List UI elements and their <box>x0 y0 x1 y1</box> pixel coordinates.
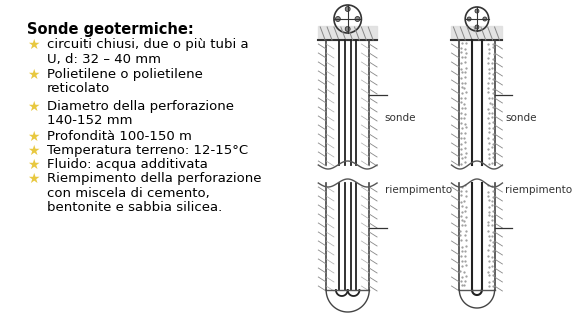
Text: Profondità 100-150 m: Profondità 100-150 m <box>47 130 192 143</box>
Text: ★: ★ <box>28 158 40 172</box>
Circle shape <box>483 17 487 21</box>
Text: bentonite e sabbia silicea.: bentonite e sabbia silicea. <box>47 201 222 214</box>
Text: Temperatura terreno: 12-15°C: Temperatura terreno: 12-15°C <box>47 144 248 157</box>
Circle shape <box>475 25 479 29</box>
Text: sonde: sonde <box>385 113 416 123</box>
Circle shape <box>475 9 479 13</box>
Text: sonde: sonde <box>505 113 537 123</box>
Text: riempimento: riempimento <box>385 185 452 195</box>
Text: con miscela di cemento,: con miscela di cemento, <box>47 187 210 199</box>
Text: Fluido: acqua additivata: Fluido: acqua additivata <box>47 158 208 171</box>
Text: riempimento: riempimento <box>505 185 572 195</box>
Text: ★: ★ <box>28 100 40 114</box>
Text: Sonde geotermiche:: Sonde geotermiche: <box>28 22 194 37</box>
Circle shape <box>335 17 340 21</box>
Circle shape <box>355 17 360 21</box>
Text: ★: ★ <box>28 130 40 144</box>
Text: ★: ★ <box>28 144 40 158</box>
Text: reticolato: reticolato <box>47 83 110 95</box>
Text: Diametro della perforazione: Diametro della perforazione <box>47 100 234 113</box>
Text: Riempimento della perforazione: Riempimento della perforazione <box>47 172 262 185</box>
Text: Polietilene o polietilene: Polietilene o polietilene <box>47 68 203 81</box>
Text: ★: ★ <box>28 38 40 52</box>
Circle shape <box>467 17 471 21</box>
Circle shape <box>345 26 350 32</box>
Text: ★: ★ <box>28 68 40 82</box>
Text: ★: ★ <box>28 172 40 186</box>
Circle shape <box>345 6 350 11</box>
Text: circuiti chiusi, due o più tubi a: circuiti chiusi, due o più tubi a <box>47 38 249 51</box>
Text: U, d: 32 – 40 mm: U, d: 32 – 40 mm <box>47 53 161 65</box>
Text: 140-152 mm: 140-152 mm <box>47 115 133 128</box>
